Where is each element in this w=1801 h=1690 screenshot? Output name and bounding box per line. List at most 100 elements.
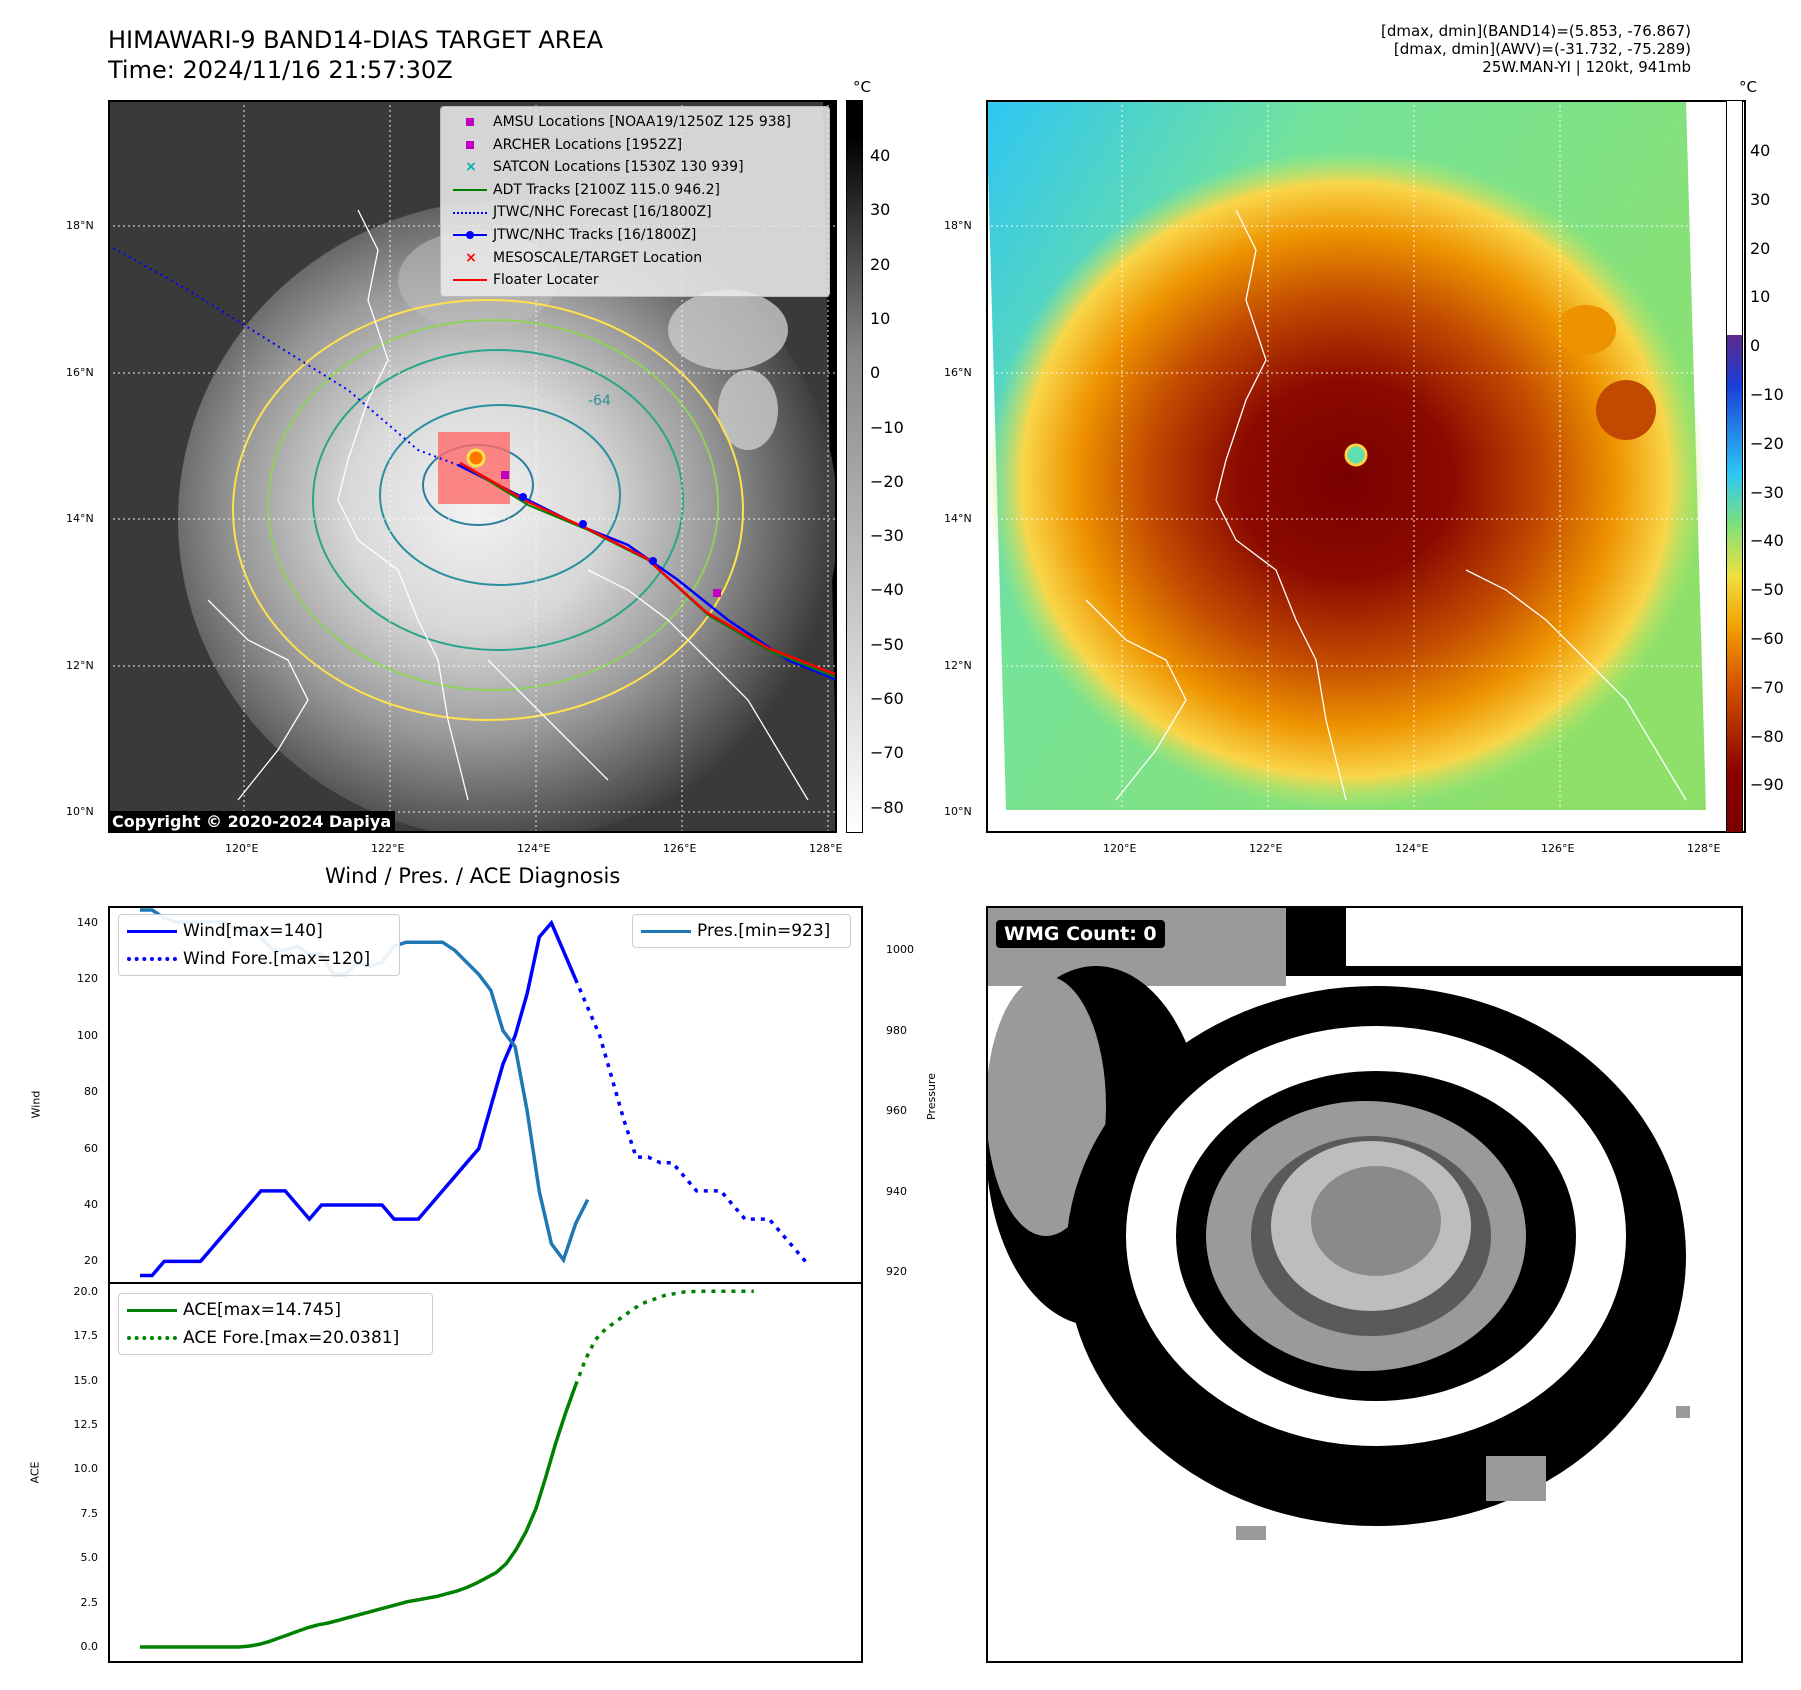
colorbar-tick: −40	[1750, 531, 1784, 551]
lat-label: 14°N	[66, 512, 94, 525]
colorbar-tick: −60	[870, 689, 904, 708]
awv-cell-east	[1596, 380, 1656, 440]
ace-tick: 15.0	[73, 1373, 99, 1387]
colorbar-tick: 20	[870, 254, 891, 274]
info-awv: [dmax, dmin](AWV)=(-31.732, -75.289)	[1393, 40, 1691, 58]
info-storm: 25W.MAN-YI | 120kt, 941mb	[1482, 58, 1691, 76]
colorbar-tick: 0	[1750, 336, 1761, 356]
ace-axis-label: ACE	[28, 1461, 42, 1484]
diagnosis-title: Wind / Pres. / ACE Diagnosis	[325, 864, 621, 888]
colorbar-tick: 10	[870, 308, 891, 328]
floater-track	[459, 461, 838, 677]
ace-svg	[140, 1289, 754, 1649]
ace-tick: 12.5	[73, 1418, 99, 1432]
square-icon	[449, 137, 493, 153]
info-band14: [dmax, dmin](BAND14)=(5.853, -76.867)	[1380, 22, 1691, 40]
coastline-samar	[587, 569, 809, 801]
diagnosis-divider	[108, 1282, 863, 1284]
legend-item-floater: Floater Locater	[449, 269, 821, 292]
x-icon: ×	[465, 159, 477, 176]
lat-label: 10°N	[66, 805, 94, 818]
lon-label: 126°E	[1541, 842, 1575, 855]
lat-label: 16°N	[944, 366, 972, 379]
contour-label: -64	[588, 393, 611, 409]
storm-center-marker	[466, 448, 486, 468]
colorbar-tick: −30	[870, 526, 904, 546]
legend-item-adt: ADT Tracks [2100Z 115.0 946.2]	[449, 179, 821, 202]
line-icon	[641, 926, 691, 936]
colorbar-tick: −10	[870, 417, 904, 437]
legend-item-satcon: × SATCON Locations [1530Z 130 939]	[449, 156, 821, 179]
colorbar-tick: 40	[870, 146, 891, 165]
legend-pressure: Pres.[min=923]	[641, 917, 842, 945]
target-box	[438, 432, 510, 504]
colorbar-tick: 20	[1750, 238, 1771, 258]
pressure-axis-label: Pressure	[924, 1073, 938, 1120]
colorbar-tick: −70	[1750, 677, 1784, 697]
coastline-visayas	[487, 659, 609, 781]
cloud-cell-east2	[718, 370, 778, 450]
lon-label: 128°E	[809, 842, 843, 855]
colorbar-color	[1726, 100, 1743, 833]
colorbar-tick: −40	[870, 580, 904, 600]
lon-label: 120°E	[1103, 842, 1137, 855]
lon-label: 122°E	[1249, 842, 1283, 855]
lon-label: 124°E	[1395, 842, 1429, 855]
line-dot-icon	[449, 227, 493, 243]
ace-tick: 5.0	[80, 1551, 99, 1565]
legend-item-jtwc: JTWC/NHC Tracks [16/1800Z]	[449, 224, 821, 247]
track-legend: AMSU Locations [NOAA19/1250Z 125 938] AR…	[440, 106, 830, 297]
coastline-mindoro	[207, 599, 309, 801]
lon-label: 128°E	[1687, 842, 1721, 855]
ace-tick: 2.5	[80, 1595, 99, 1609]
dotted-line-icon	[127, 954, 177, 964]
legend-ace: ACE[max=14.745]	[127, 1296, 424, 1324]
coastline-luzon	[337, 209, 469, 801]
lat-label: 10°N	[944, 805, 972, 818]
line-icon	[127, 926, 177, 936]
legend-item-amsu: AMSU Locations [NOAA19/1250Z 125 938]	[449, 111, 821, 134]
colorbar-tick: −50	[870, 634, 904, 654]
colorbar-unit-left: °C	[853, 78, 871, 96]
wind-forecast-line	[573, 978, 807, 1263]
ir-map-panel: -64	[107, 100, 838, 840]
colorbar-gray	[846, 100, 863, 833]
wind-tick: 100	[77, 1028, 98, 1042]
colorbar-tick: −70	[870, 743, 904, 763]
colorbar-tick: 10	[1750, 287, 1771, 307]
figure-title: HIMAWARI-9 BAND14-DIAS TARGET AREA	[108, 26, 604, 54]
colorbar-tick: −50	[1750, 580, 1784, 600]
awv-coastline-luzon	[1215, 209, 1347, 801]
x-icon: ×	[465, 249, 477, 266]
legend-wind-fore: Wind Fore.[max=120]	[127, 945, 391, 973]
ace-tick: 17.5	[73, 1329, 99, 1343]
wind-legend: Wind[max=140] Wind Fore.[max=120]	[118, 914, 400, 976]
awv-coastline-samar	[1465, 569, 1687, 801]
ace-line	[140, 1384, 578, 1649]
wmg-eye-inner	[1311, 1166, 1441, 1276]
pressure-tick: 940	[886, 1184, 907, 1198]
colorbar-tick: 30	[1750, 189, 1771, 209]
wind-tick: 80	[84, 1085, 98, 1099]
awv-cell-east2	[1556, 305, 1616, 355]
dotted-line-icon	[449, 205, 493, 221]
pressure-tick: 920	[886, 1264, 907, 1278]
copyright-label: Copyright © 2020-2024 Dapiya	[108, 811, 396, 832]
lon-label: 122°E	[371, 842, 405, 855]
lat-label: 12°N	[944, 659, 972, 672]
legend-item-target: × MESOSCALE/TARGET Location	[449, 247, 821, 270]
colorbar-tick: 0	[870, 363, 881, 383]
amsu-point	[713, 589, 721, 597]
ace-legend: ACE[max=14.745] ACE Fore.[max=20.0381]	[118, 1293, 433, 1355]
colorbar-tick: 30	[870, 200, 891, 220]
ace-forecast-line	[573, 1289, 754, 1386]
awv-coastline-mindoro	[1085, 599, 1187, 801]
wmg-gray-patch-3	[1676, 1406, 1690, 1418]
lon-label: 120°E	[225, 842, 259, 855]
wind-axis-label: Wind	[29, 1090, 43, 1119]
colorbar-tick: −80	[1750, 726, 1784, 746]
colorbar-tick: −60	[1750, 629, 1784, 648]
legend-item-forecast: JTWC/NHC Forecast [16/1800Z]	[449, 201, 821, 224]
ace-tick: 0.0	[80, 1640, 99, 1654]
contour-teal-outer	[312, 349, 684, 651]
